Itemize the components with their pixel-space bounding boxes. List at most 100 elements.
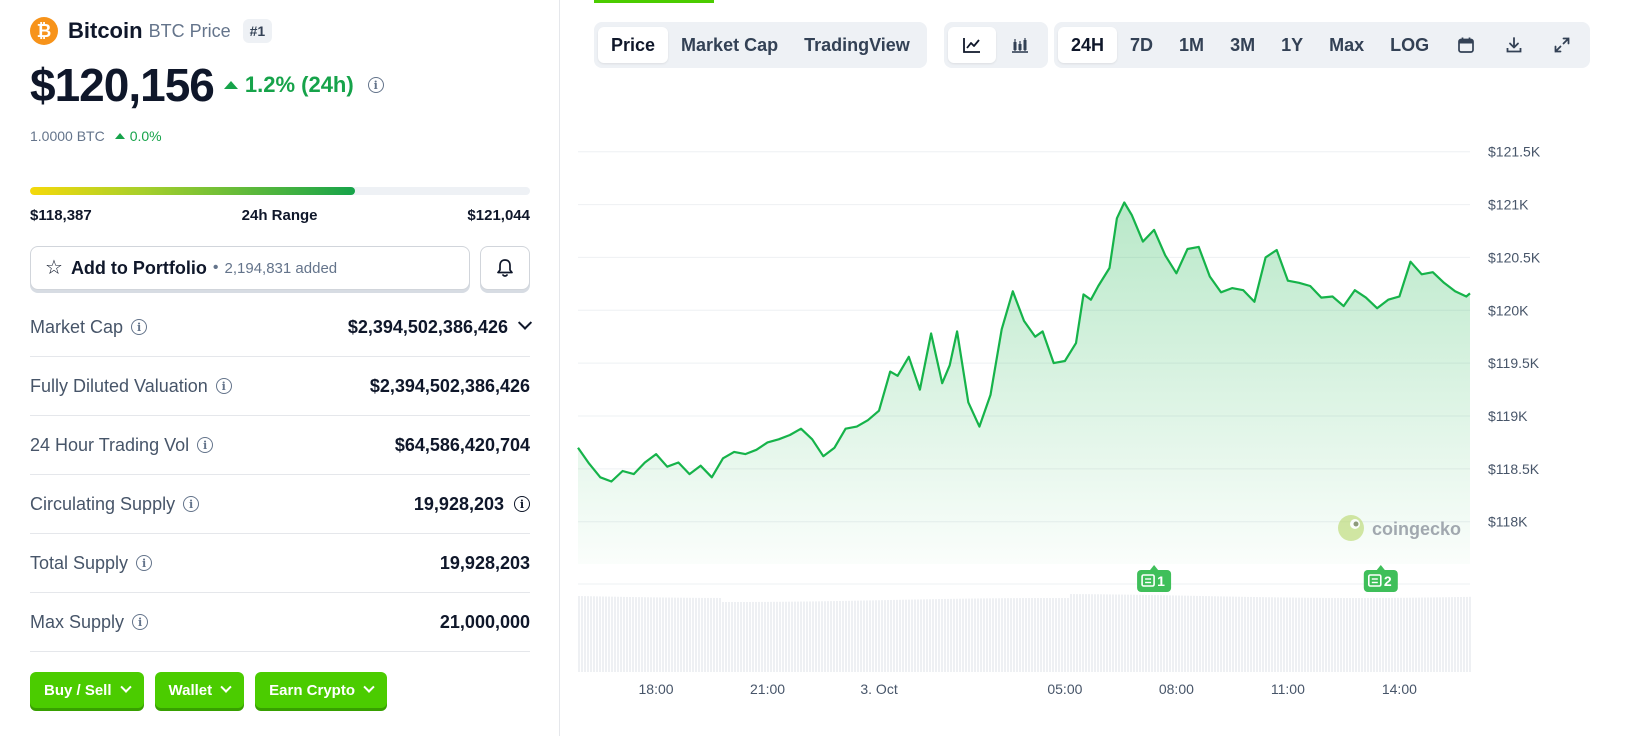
earn-crypto-button[interactable]: Earn Crypto: [255, 672, 388, 708]
volume-bar: [1055, 598, 1057, 672]
volume-bar: [689, 597, 691, 672]
stat-row-volume: 24 Hour Trading Vol i $64,586,420,704: [30, 416, 530, 475]
volume-bar: [974, 598, 976, 672]
volume-bar: [1148, 594, 1150, 672]
volume-bar: [1280, 597, 1282, 672]
volume-bar: [611, 596, 613, 672]
volume-bar: [1031, 598, 1033, 672]
chart-type-tabs: [944, 22, 1048, 68]
volume-bar: [1037, 598, 1039, 672]
volume-bar: [659, 597, 661, 672]
info-icon[interactable]: i: [514, 496, 530, 512]
portfolio-count: 2,194,831 added: [224, 259, 338, 277]
volume-bar: [617, 596, 619, 672]
volume-bar: [1001, 598, 1003, 672]
volume-bar: [824, 601, 826, 672]
volume-bar: [1367, 597, 1369, 672]
volume-bar: [770, 601, 772, 672]
range-24h[interactable]: 24H: [1058, 27, 1118, 63]
volume-bar: [650, 597, 652, 672]
stat-label: Fully Diluted Valuation i: [30, 376, 232, 397]
wallet-button[interactable]: Wallet: [154, 672, 245, 708]
chart-view-tabs: Price Market Cap TradingView: [594, 22, 927, 68]
coin-name: Bitcoin: [68, 18, 143, 43]
stat-value[interactable]: $2,394,502,386,426: [348, 315, 533, 338]
info-icon[interactable]: i: [215, 378, 232, 394]
tab-tradingview[interactable]: TradingView: [804, 34, 910, 55]
volume-bar: [980, 598, 982, 672]
range-7d[interactable]: 7D: [1130, 34, 1154, 55]
volume-bar: [1253, 597, 1255, 672]
volume-bar: [1157, 595, 1159, 672]
volume-bar: [944, 598, 946, 672]
volume-bar: [1049, 598, 1051, 672]
price-alert-button[interactable]: [480, 246, 530, 290]
download-button[interactable]: [1490, 27, 1538, 63]
volume-bar: [1412, 597, 1414, 672]
volume-bar: [1199, 595, 1201, 672]
range-1y[interactable]: 1Y: [1281, 34, 1304, 55]
active-section-underline: [594, 0, 714, 3]
volume-bar: [602, 596, 604, 672]
volume-bar: [989, 598, 991, 672]
volume-bar: [749, 601, 751, 672]
x-tick-label: 05:00: [1047, 681, 1082, 697]
btc-conversion: 1.0000 BTC 0.0%: [30, 128, 162, 144]
info-icon[interactable]: i: [183, 496, 200, 512]
stat-row-fdv: Fully Diluted Valuation i $2,394,502,386,…: [30, 357, 530, 416]
volume-bar: [1301, 597, 1303, 672]
stat-value: $2,394,502,386,426: [369, 375, 530, 396]
volume-bar: [947, 598, 949, 672]
y-tick-label: $121.5K: [1488, 144, 1541, 160]
volume-bar: [1190, 595, 1192, 672]
info-icon[interactable]: i: [197, 437, 214, 453]
news-event-marker[interactable]: 2: [1363, 565, 1398, 592]
volume-bar: [1463, 596, 1465, 672]
volume-bar: [1208, 596, 1210, 672]
volume-bar: [878, 600, 880, 672]
volume-bar: [872, 600, 874, 672]
volume-bar: [887, 600, 889, 672]
line-chart-button[interactable]: [948, 27, 996, 63]
news-event-marker[interactable]: 1: [1137, 565, 1172, 592]
info-icon[interactable]: i: [132, 614, 149, 630]
volume-bar: [704, 597, 706, 672]
volume-bar: [1445, 597, 1447, 672]
volume-bar: [752, 601, 754, 672]
date-picker-button[interactable]: [1442, 27, 1490, 63]
price-chart[interactable]: 1 2 $121.5K $121K $120.5K $120K $119.5K $119K $…: [560, 80, 1635, 736]
add-to-portfolio-button[interactable]: ☆ Add to Portfolio • 2,194,831 added: [30, 246, 470, 290]
chevron-down-icon[interactable]: [517, 315, 533, 330]
candlestick-button[interactable]: [996, 27, 1044, 63]
volume-bar: [755, 601, 757, 672]
volume-bar: [1145, 594, 1147, 672]
volume-bar: [1241, 596, 1243, 672]
volume-bar: [1256, 597, 1258, 672]
info-icon[interactable]: i: [131, 319, 148, 335]
price-chart-svg[interactable]: 1 2 $121.5K $121K $120.5K $120K $119.5K $119K $…: [560, 80, 1635, 736]
range-max[interactable]: Max: [1329, 34, 1365, 55]
volume-bar: [587, 596, 589, 672]
volume-bar: [1187, 595, 1189, 672]
volume-bar: [1052, 598, 1054, 672]
volume-bar: [590, 596, 592, 672]
range-1m[interactable]: 1M: [1179, 34, 1205, 55]
y-tick-label: $118K: [1488, 514, 1528, 530]
volume-bar: [1007, 598, 1009, 672]
volume-bar: [722, 601, 724, 672]
info-icon[interactable]: i: [367, 77, 384, 93]
volume-bar: [686, 597, 688, 672]
volume-bar: [593, 596, 595, 672]
fullscreen-button[interactable]: [1538, 27, 1586, 63]
volume-bar: [677, 597, 679, 672]
info-icon[interactable]: i: [136, 555, 153, 571]
volume-bar: [1388, 597, 1390, 672]
log-scale-toggle[interactable]: LOG: [1390, 34, 1430, 55]
volume-bar: [959, 598, 961, 672]
buy-sell-button[interactable]: Buy / Sell: [30, 672, 144, 708]
tab-market-cap[interactable]: Market Cap: [681, 34, 779, 55]
volume-bar: [968, 598, 970, 672]
volume-bar: [932, 599, 934, 672]
tab-price[interactable]: Price: [598, 27, 669, 63]
range-3m[interactable]: 3M: [1230, 34, 1256, 55]
